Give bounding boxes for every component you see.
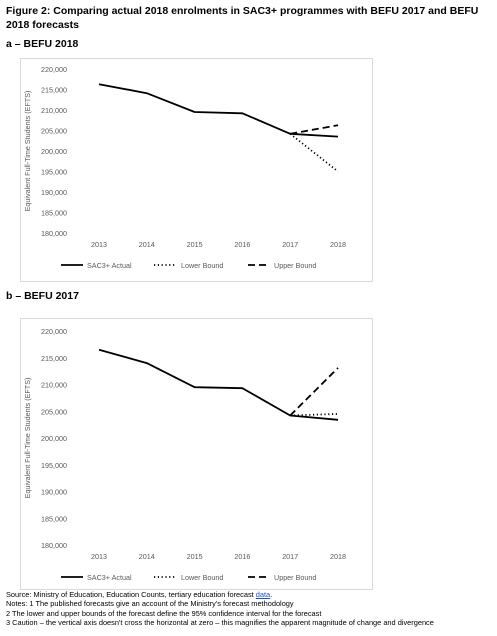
y-tick-label: 180,000 <box>41 229 67 238</box>
y-tick-label: 200,000 <box>41 147 67 156</box>
x-tick-label: 2018 <box>330 240 346 249</box>
chart-b-frame: 220,000 215,000 210,000 205,000 200,000 195,0… <box>20 318 373 590</box>
series-line <box>98 348 339 421</box>
x-tick-label: 2016 <box>234 552 250 561</box>
source-suffix: . <box>270 590 273 599</box>
x-tick-label: 2015 <box>187 552 203 561</box>
x-tick-label: 2013 <box>91 552 107 561</box>
y-tick-label: 200,000 <box>41 434 67 443</box>
y-tick-label: 195,000 <box>41 461 67 470</box>
series-line <box>289 133 339 173</box>
panel-a-label: a – BEFU 2018 <box>6 38 79 50</box>
legend-label: SAC3+ Actual <box>87 573 132 582</box>
series-line <box>289 367 339 417</box>
panel-b-label: b – BEFU 2017 <box>6 290 79 302</box>
note-3: 3 Caution – the vertical axis doesn't cr… <box>6 618 434 628</box>
legend-label: Lower Bound <box>181 261 223 270</box>
y-tick-label: 180,000 <box>41 541 67 550</box>
y-tick-label: 205,000 <box>41 407 67 416</box>
series-line <box>98 83 339 138</box>
x-tick-label: 2014 <box>139 240 155 249</box>
series-line <box>290 124 339 135</box>
figure-title: Figure 2: Comparing actual 2018 enrolmen… <box>6 5 479 31</box>
source-prefix: Source: Ministry of Education, Education… <box>6 590 256 599</box>
y-tick-label: 220,000 <box>41 327 67 336</box>
y-tick-label: 190,000 <box>41 188 67 197</box>
series-line <box>290 413 339 417</box>
y-tick-label: 210,000 <box>41 106 67 115</box>
y-tick-label: 185,000 <box>41 514 67 523</box>
x-tick-label: 2017 <box>282 552 298 561</box>
y-tick-label: 215,000 <box>41 86 67 95</box>
chart-b: 220,000 215,000 210,000 205,000 200,000 195,0… <box>23 327 346 582</box>
legend-label: Lower Bound <box>181 573 223 582</box>
y-tick-label: 185,000 <box>41 209 67 218</box>
data-link[interactable]: data <box>255 590 271 599</box>
y-tick-label: 220,000 <box>41 65 67 74</box>
y-tick-label: 195,000 <box>41 168 67 177</box>
note-1: Notes: 1 The published forecasts give an… <box>6 599 294 609</box>
x-tick-label: 2017 <box>282 240 298 249</box>
chart-a-frame: 220,000 215,000 210,000 205,000 200,000 195,0… <box>20 58 373 282</box>
y-tick-label: 215,000 <box>41 354 67 363</box>
y-tick-label: 205,000 <box>41 127 67 136</box>
legend-label: Upper Bound <box>274 573 316 582</box>
note-2: 2 The lower and upper bounds of the fore… <box>6 608 322 618</box>
x-tick-label: 2015 <box>187 240 203 249</box>
y-axis-title: Equivalent Full-Time Students (EFTS) <box>23 378 32 499</box>
legend-label: Upper Bound <box>274 261 316 270</box>
y-tick-label: 190,000 <box>41 488 67 497</box>
source-note: Source: Ministry of Education, Education… <box>6 590 496 599</box>
x-tick-label: 2014 <box>139 552 155 561</box>
x-tick-label: 2016 <box>234 240 250 249</box>
x-tick-label: 2018 <box>330 552 346 561</box>
footnotes: Source: Ministry of Education, Education… <box>6 590 496 628</box>
legend-label: SAC3+ Actual <box>87 261 132 270</box>
y-axis-title: Equivalent Full-Time Students (EFTS) <box>23 91 32 212</box>
x-tick-label: 2013 <box>91 240 107 249</box>
y-tick-label: 210,000 <box>41 381 67 390</box>
chart-a: 220,000 215,000 210,000 205,000 200,000 195,0… <box>23 65 346 270</box>
